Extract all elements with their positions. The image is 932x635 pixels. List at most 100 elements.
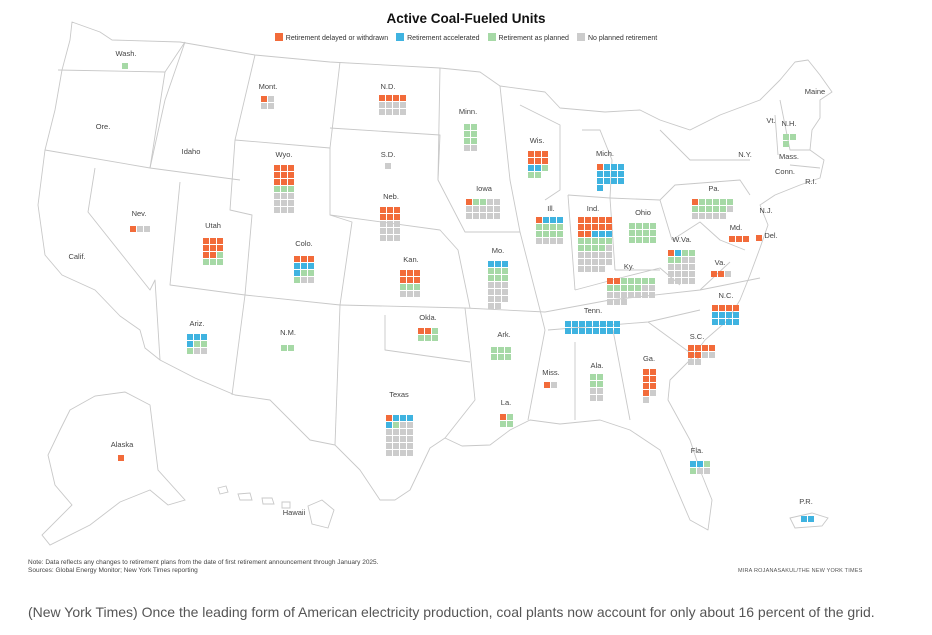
map-label: N.Y. bbox=[738, 150, 752, 159]
unit-square-none bbox=[393, 102, 399, 108]
state-waffle-wyo: Wyo. bbox=[274, 150, 294, 213]
state-label: Wis. bbox=[530, 136, 545, 145]
unit-square-none bbox=[597, 395, 603, 401]
unit-square-accelerated bbox=[400, 415, 406, 421]
unit-square-planned bbox=[668, 257, 674, 263]
unit-square-planned bbox=[203, 259, 209, 265]
unit-square-accelerated bbox=[579, 328, 585, 334]
unit-square-delayed bbox=[281, 179, 287, 185]
state-label: Okla. bbox=[419, 313, 437, 322]
unit-square-delayed bbox=[578, 231, 584, 237]
state-waffle-neb: Neb. bbox=[380, 192, 400, 241]
unit-square-accelerated bbox=[600, 328, 606, 334]
unit-square-delayed bbox=[597, 164, 603, 170]
state-waffle-n-h: N.H. bbox=[782, 119, 797, 147]
unit-square-accelerated bbox=[618, 171, 624, 177]
unit-square-delayed bbox=[130, 226, 136, 232]
chart-note: Note: Data reflects any changes to retir… bbox=[28, 559, 378, 575]
unit-square-none bbox=[578, 252, 584, 258]
unit-square-none bbox=[393, 436, 399, 442]
unit-square-delayed bbox=[528, 151, 534, 157]
state-waffle-colo: Colo. bbox=[294, 239, 314, 283]
unit-square-delayed bbox=[288, 179, 294, 185]
unit-square-none bbox=[407, 450, 413, 456]
unit-square-planned bbox=[274, 186, 280, 192]
unit-square-planned bbox=[628, 285, 634, 291]
legend-item-planned: Retirement as planned bbox=[487, 33, 569, 42]
state-label: Nev. bbox=[132, 209, 147, 218]
state-waffle-s-d: S.D. bbox=[381, 150, 395, 169]
unit-square-planned bbox=[473, 199, 479, 205]
unit-square-none bbox=[473, 213, 479, 219]
legend-label: Retirement as planned bbox=[498, 35, 569, 42]
legend-item-accelerated: Retirement accelerated bbox=[396, 33, 480, 42]
unit-square-accelerated bbox=[606, 231, 612, 237]
unit-square-delayed bbox=[712, 305, 718, 311]
unit-square-delayed bbox=[688, 345, 694, 351]
unit-square-planned bbox=[201, 341, 207, 347]
unit-square-none bbox=[488, 289, 494, 295]
unit-square-planned bbox=[621, 278, 627, 284]
unit-square-none bbox=[727, 206, 733, 212]
unit-square-none bbox=[494, 206, 500, 212]
state-label: Utah bbox=[205, 221, 221, 230]
legend-swatch-none bbox=[576, 33, 585, 41]
unit-square-planned bbox=[629, 223, 635, 229]
unit-square-none bbox=[400, 102, 406, 108]
unit-square-none bbox=[194, 348, 200, 354]
unit-square-planned bbox=[650, 223, 656, 229]
unit-square-planned bbox=[536, 231, 542, 237]
unit-square-planned bbox=[543, 231, 549, 237]
unit-square-planned bbox=[464, 138, 470, 144]
unit-square-delayed bbox=[380, 214, 386, 220]
unit-square-none bbox=[281, 200, 287, 206]
map-label: Calif. bbox=[68, 252, 85, 261]
unit-square-planned bbox=[606, 238, 612, 244]
unit-square-none bbox=[599, 259, 605, 265]
unit-square-accelerated bbox=[611, 171, 617, 177]
unit-square-planned bbox=[464, 131, 470, 137]
state-waffle-wis: Wis. bbox=[528, 136, 548, 178]
unit-square-planned bbox=[498, 354, 504, 360]
unit-square-planned bbox=[122, 63, 128, 69]
unit-square-none bbox=[649, 285, 655, 291]
state-waffle-okla: Okla. bbox=[418, 313, 438, 341]
unit-square-none bbox=[650, 390, 656, 396]
unit-square-planned bbox=[505, 354, 511, 360]
unit-square-planned bbox=[592, 238, 598, 244]
unit-square-delayed bbox=[692, 199, 698, 205]
unit-square-accelerated bbox=[593, 321, 599, 327]
unit-square-accelerated bbox=[719, 319, 725, 325]
unit-square-delayed bbox=[709, 345, 715, 351]
unit-square-accelerated bbox=[675, 250, 681, 256]
unit-square-planned bbox=[607, 285, 613, 291]
unit-square-delayed bbox=[743, 236, 749, 242]
unit-square-none bbox=[643, 397, 649, 403]
unit-square-none bbox=[464, 145, 470, 151]
unit-square-planned bbox=[480, 199, 486, 205]
unit-square-accelerated bbox=[604, 164, 610, 170]
unit-square-planned bbox=[590, 374, 596, 380]
unit-square-delayed bbox=[281, 165, 287, 171]
state-label: Iowa bbox=[476, 184, 493, 193]
unit-square-none bbox=[393, 429, 399, 435]
unit-square-planned bbox=[635, 285, 641, 291]
state-label: S.C. bbox=[690, 332, 705, 341]
unit-square-planned bbox=[592, 245, 598, 251]
unit-square-none bbox=[400, 291, 406, 297]
unit-square-none bbox=[682, 257, 688, 263]
unit-square-delayed bbox=[394, 207, 400, 213]
state-label: Ala. bbox=[591, 361, 604, 370]
state-label: Ill. bbox=[547, 204, 555, 213]
unit-square-none bbox=[393, 443, 399, 449]
unit-square-delayed bbox=[203, 245, 209, 251]
unit-square-planned bbox=[505, 347, 511, 353]
unit-square-planned bbox=[699, 199, 705, 205]
unit-square-none bbox=[473, 206, 479, 212]
unit-square-accelerated bbox=[407, 415, 413, 421]
state-label: Alaska bbox=[111, 440, 134, 449]
state-waffle-pa: Pa. bbox=[692, 184, 733, 219]
state-waffle-del: Del. bbox=[756, 231, 778, 241]
unit-square-none bbox=[502, 289, 508, 295]
unit-square-accelerated bbox=[697, 461, 703, 467]
